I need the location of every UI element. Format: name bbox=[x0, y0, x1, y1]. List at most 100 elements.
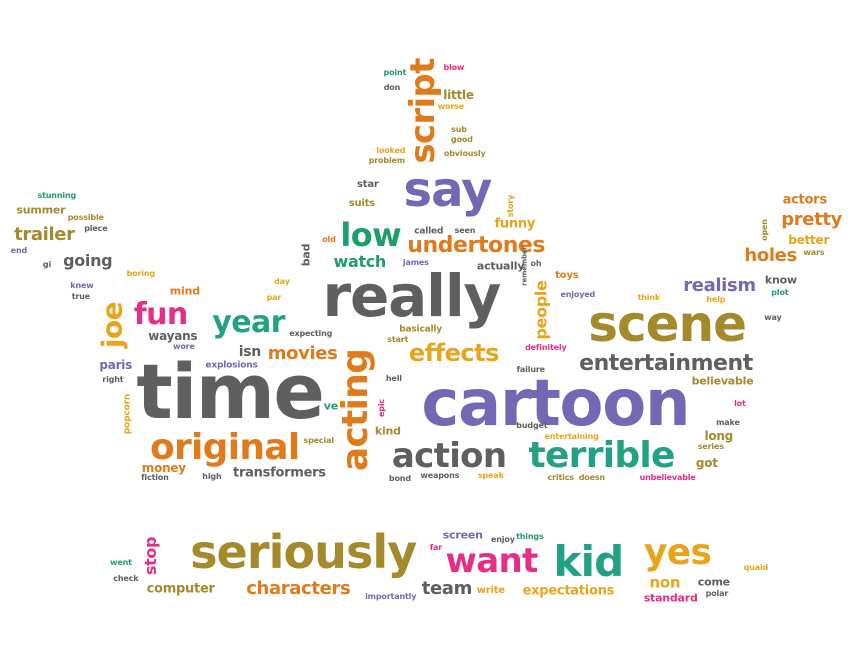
word-enjoy: enjoy bbox=[491, 535, 515, 544]
word-really: really bbox=[322, 262, 502, 330]
word-mind: mind bbox=[169, 284, 200, 298]
word-year: year bbox=[212, 305, 285, 340]
word-time: time bbox=[136, 347, 325, 436]
word-toys: toys bbox=[555, 270, 579, 281]
word-definitely: definitely bbox=[525, 343, 567, 352]
word-isn: isn bbox=[238, 344, 262, 360]
word-doesn: doesn bbox=[578, 473, 606, 482]
word-make: make bbox=[716, 418, 740, 427]
word-joe: joe bbox=[95, 301, 129, 349]
word-boring: boring bbox=[126, 269, 156, 278]
word-people: people bbox=[531, 280, 551, 340]
word-open: open bbox=[759, 219, 769, 241]
word-know: know bbox=[764, 273, 797, 287]
word-hell: hell bbox=[385, 374, 402, 383]
word-movies: movies bbox=[267, 343, 338, 364]
word-long: long bbox=[704, 429, 734, 443]
word-point: point bbox=[383, 68, 407, 77]
word-stop: stop bbox=[140, 536, 160, 576]
word-don: don bbox=[383, 83, 401, 92]
word-transformers: transformers bbox=[233, 465, 326, 481]
word-worse: worse bbox=[437, 102, 465, 111]
word-screen: screen bbox=[442, 528, 483, 542]
word-speak: speak bbox=[477, 471, 504, 480]
word-say: say bbox=[403, 162, 493, 218]
word-original: original bbox=[150, 427, 300, 468]
word-wore: wore bbox=[173, 342, 195, 351]
word-paris: paris bbox=[99, 358, 133, 372]
word-end: end bbox=[10, 246, 28, 255]
word-non: non bbox=[649, 573, 681, 592]
word-actors: actors bbox=[782, 192, 827, 208]
word-looked: looked bbox=[376, 146, 406, 155]
word-remember: remember bbox=[520, 246, 529, 286]
word-bad: bad bbox=[299, 243, 313, 267]
word-standard: standard bbox=[643, 591, 698, 605]
word-old: old bbox=[322, 235, 336, 244]
word-true: true bbox=[71, 292, 90, 301]
word-failure: failure bbox=[516, 365, 545, 374]
word-importantly: importantly bbox=[365, 592, 417, 601]
word-acting: acting bbox=[335, 348, 377, 472]
word-basically: basically bbox=[399, 324, 442, 335]
word-piece: piece bbox=[84, 224, 108, 233]
word-things: things bbox=[516, 532, 544, 541]
word-characters: characters bbox=[246, 578, 351, 599]
word-blow: blow bbox=[443, 63, 465, 72]
word-far: far bbox=[429, 543, 443, 552]
word-wayans: wayans bbox=[148, 329, 198, 343]
word-watch: watch bbox=[333, 252, 387, 271]
word-action: action bbox=[391, 436, 507, 476]
word-stunning: stunning bbox=[37, 191, 77, 200]
word-right: right bbox=[102, 375, 124, 384]
word-come: come bbox=[697, 575, 730, 589]
word-called: called bbox=[414, 226, 444, 237]
word-money: money bbox=[141, 461, 186, 475]
word-funny: funny bbox=[494, 216, 536, 232]
word-undertones: undertones bbox=[407, 233, 546, 258]
word-obviously: obviously bbox=[443, 149, 486, 158]
word-seen: seen bbox=[454, 226, 476, 235]
word-write: write bbox=[476, 585, 505, 596]
word-ve: ve bbox=[323, 399, 339, 413]
word-script: script bbox=[403, 58, 444, 164]
word-story: story bbox=[505, 194, 515, 218]
word-computer: computer bbox=[146, 581, 215, 597]
word-low: low bbox=[340, 216, 402, 254]
word-holes: holes bbox=[744, 245, 797, 266]
word-sub: sub bbox=[451, 125, 467, 134]
word-kind: kind bbox=[374, 424, 401, 438]
word-gi: gi bbox=[42, 260, 52, 269]
word-little: little bbox=[443, 88, 474, 102]
word-knew: knew bbox=[70, 281, 94, 290]
word-fiction: fiction bbox=[141, 473, 169, 482]
word-possible: possible bbox=[67, 213, 104, 222]
word-better: better bbox=[788, 233, 830, 247]
word-wars: wars bbox=[803, 248, 825, 257]
word-quaid: quaid bbox=[743, 563, 769, 572]
word-summer: summer bbox=[16, 203, 66, 217]
word-check: check bbox=[113, 574, 139, 583]
word-entertaining: entertaining bbox=[544, 432, 599, 441]
word-epic: epic bbox=[376, 399, 386, 417]
word-star: star bbox=[357, 179, 379, 190]
word-critics: critics bbox=[547, 473, 575, 482]
word-bond: bond bbox=[388, 474, 411, 483]
word-high: high bbox=[202, 472, 222, 481]
word-believable: believable bbox=[691, 374, 754, 388]
word-enjoyed: enjoyed bbox=[560, 290, 596, 299]
word-scene: scene bbox=[588, 295, 747, 353]
word-james: james bbox=[402, 258, 429, 267]
word-actually: actually bbox=[476, 259, 525, 273]
word-going: going bbox=[63, 251, 113, 270]
word-par: par bbox=[266, 293, 282, 302]
word-expecting: expecting bbox=[289, 329, 333, 338]
word-suits: suits bbox=[348, 198, 375, 209]
word-start: start bbox=[387, 335, 409, 344]
word-help: help bbox=[706, 295, 726, 304]
word-plot: plot bbox=[771, 288, 789, 297]
word-day: day bbox=[274, 277, 290, 286]
word-terrible: terrible bbox=[528, 435, 676, 476]
word-good: good bbox=[451, 135, 473, 144]
